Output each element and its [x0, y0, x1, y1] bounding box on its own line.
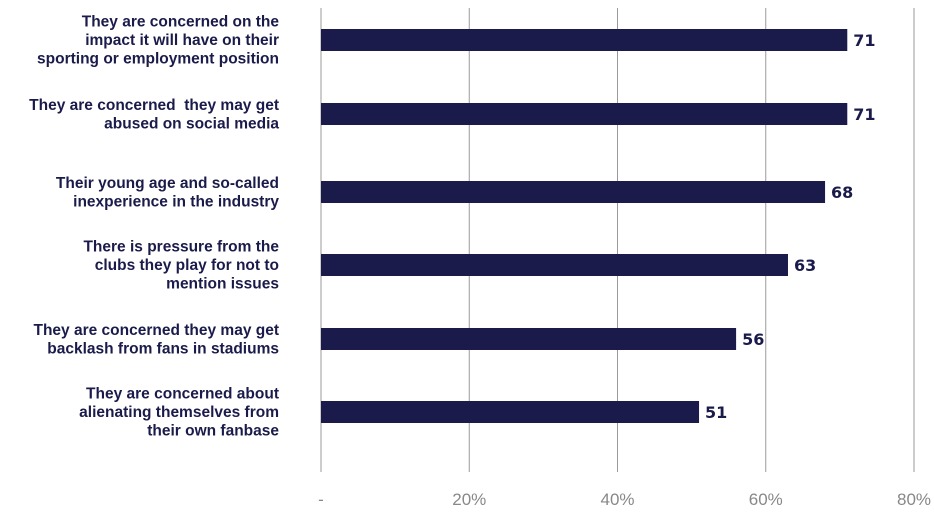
bar — [321, 181, 826, 203]
category-label-line: backlash from fans in stadiums — [47, 340, 279, 357]
bar — [321, 254, 788, 276]
x-tick-label: 40% — [600, 490, 634, 509]
x-tick-label: 60% — [749, 490, 783, 509]
category-label-line: their own fanbase — [147, 423, 279, 440]
category-label-line: impact it will have on their — [85, 32, 279, 49]
category-label-line: They are concerned they may get — [29, 97, 279, 114]
value-label: 56 — [742, 330, 764, 349]
x-tick-label: - — [318, 490, 324, 509]
gridlines — [320, 8, 915, 472]
category-label-line: They are concerned about — [86, 386, 279, 403]
value-label: 71 — [853, 31, 875, 50]
x-axis-ticks: - 20% 40% 60% 80% — [318, 490, 931, 509]
category-label-line: There is pressure from the — [83, 239, 279, 256]
x-tick-label: 20% — [452, 490, 486, 509]
category-label-line: sporting or employment position — [37, 51, 279, 68]
value-label: 71 — [853, 105, 875, 124]
bar — [321, 103, 848, 125]
category-label-line: mention issues — [166, 276, 279, 293]
value-label: 68 — [831, 183, 853, 202]
category-label-line: abused on social media — [104, 115, 279, 132]
category-label: Their young age and so-calledinexperienc… — [56, 175, 279, 211]
category-label: They are concerned they may getbacklash … — [33, 322, 279, 358]
category-label-line: inexperience in the industry — [73, 193, 279, 210]
value-label: 51 — [705, 403, 727, 422]
bars — [321, 29, 848, 423]
category-label-line: alienating themselves from — [79, 404, 279, 421]
category-label-line: Their young age and so-called — [56, 175, 279, 192]
value-labels: 71 71 68 63 56 51 — [705, 31, 876, 422]
x-tick-label: 80% — [897, 490, 931, 509]
category-label-line: clubs they play for not to — [95, 257, 279, 274]
category-label-line: They are concerned on the — [82, 14, 280, 31]
bar — [321, 29, 848, 51]
bar — [321, 328, 737, 350]
category-label-line: They are concerned they may get — [33, 322, 279, 339]
value-label: 63 — [794, 256, 816, 275]
bar — [321, 401, 700, 423]
